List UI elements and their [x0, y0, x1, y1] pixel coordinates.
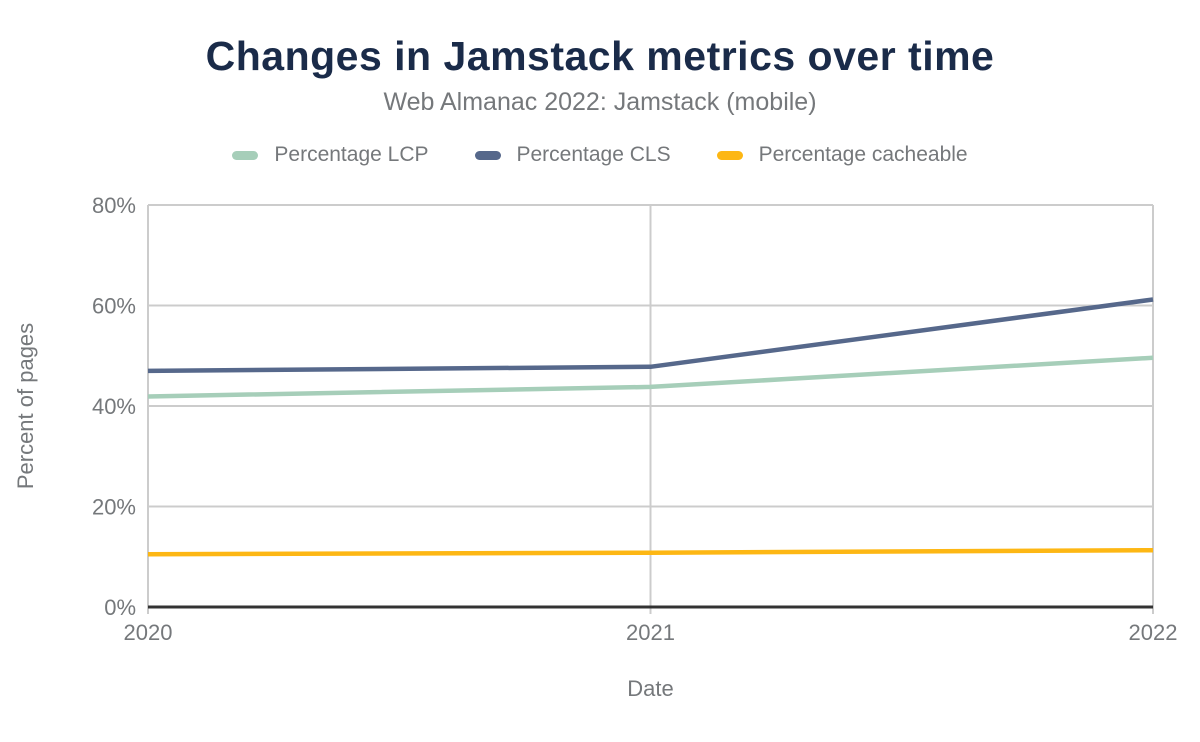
y-tick-label-0%: 0%: [104, 595, 136, 620]
legend-item-percentage-cls: Percentage CLS: [474, 143, 671, 167]
legend-swatch-percentage-lcp: [232, 150, 259, 160]
y-tick-label-60%: 60%: [92, 294, 136, 319]
legend-label-percentage-cacheable: Percentage cacheable: [758, 143, 968, 166]
legend-label-percentage-cls: Percentage CLS: [516, 143, 671, 166]
legend: Percentage LCP Percentage CLS Percentage c…: [0, 143, 1200, 167]
x-tick-label-2020: 2020: [124, 620, 173, 645]
y-tick-label-80%: 80%: [92, 193, 136, 218]
legend-label-percentage-lcp: Percentage LCP: [274, 143, 429, 166]
chart-subtitle: Web Almanac 2022: Jamstack (mobile): [383, 88, 817, 116]
y-tick-label-40%: 40%: [92, 394, 136, 419]
x-tick-label-2021: 2021: [626, 620, 675, 645]
series-line-percentage-lcp: [147, 355, 1154, 399]
x-axis-title: Date: [627, 676, 674, 701]
series-line-percentage-cacheable: [147, 547, 1154, 557]
chart-title: Changes in Jamstack metrics over time: [205, 33, 995, 79]
legend-item-percentage-lcp: Percentage LCP: [232, 143, 429, 167]
legend-item-percentage-cacheable: Percentage cacheable: [716, 143, 968, 167]
legend-swatch-percentage-cacheable: [716, 150, 743, 160]
legend-swatch-percentage-cls: [474, 150, 501, 160]
x-tick-label-2022: 2022: [1129, 620, 1178, 645]
series-line-percentage-cls: [147, 297, 1154, 374]
y-tick-label-20%: 20%: [92, 495, 136, 520]
